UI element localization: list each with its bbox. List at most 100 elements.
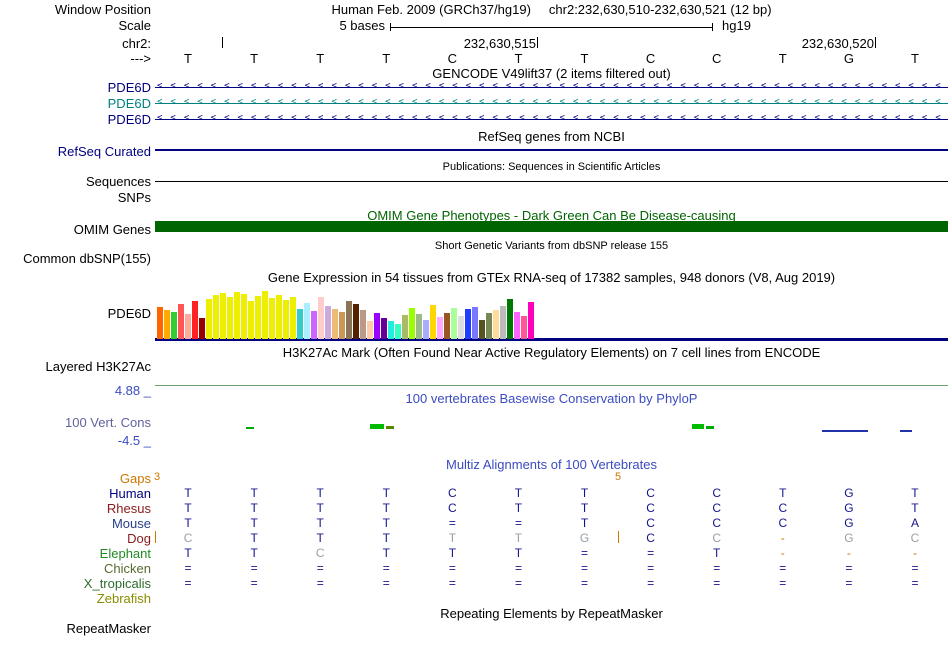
omim-gene-bar[interactable]	[155, 221, 948, 232]
refseq-curated-label[interactable]: RefSeq Curated	[57, 144, 151, 159]
species-label-rhesus[interactable]: Rhesus	[106, 501, 151, 516]
gtex-bar	[472, 307, 478, 339]
species-label-mouse[interactable]: Mouse	[111, 516, 151, 531]
ruler-base: T	[382, 51, 391, 66]
alignment-cell: T	[514, 531, 523, 545]
alignment-cell: G	[844, 486, 854, 500]
alignment-cell: =	[514, 516, 522, 530]
conservation-track-title: 100 vertebrates Basewise Conservation by…	[405, 391, 698, 406]
gtex-bar	[430, 305, 436, 339]
layered-h3k27ac-label[interactable]: Layered H3K27Ac	[45, 359, 151, 374]
alignment-cell: G	[579, 531, 590, 545]
alignment-cell: A	[910, 516, 919, 530]
strand-arrows-icon: <<<<<<<<<<<<<<<<<<<<<<<<<<<<<<<<<<<<<<<<…	[157, 97, 948, 107]
transcript-row[interactable]: <<<<<<<<<<<<<<<<<<<<<<<<<<<<<<<<<<<<<<<<…	[155, 80, 948, 94]
alignment-cell: T	[779, 486, 787, 500]
gtex-bar	[423, 320, 429, 339]
gtex-gene-label[interactable]: PDE6D	[107, 306, 151, 321]
coordinate-right: 232,630,520	[801, 36, 874, 51]
alignment-cell: C	[712, 531, 722, 545]
ruler-base: T	[316, 51, 325, 66]
gtex-bar	[248, 301, 254, 339]
conservation-min-value: -4.5 _	[117, 433, 151, 448]
alignment-cell: =	[713, 576, 721, 590]
alignment-cell: C	[778, 501, 788, 515]
alignment-cell: C	[712, 501, 722, 515]
gtex-bar	[283, 300, 289, 339]
ruler-base: C	[447, 51, 458, 66]
ruler-base: T	[184, 51, 192, 66]
alignment-cell: G	[844, 516, 854, 530]
species-label-zebrafish[interactable]: Zebrafish	[96, 591, 151, 606]
transcript-row[interactable]: <<<<<<<<<<<<<<<<<<<<<<<<<<<<<<<<<<<<<<<<…	[155, 112, 948, 126]
transcript-label[interactable]: PDE6D	[107, 112, 151, 127]
alignment-cell: C	[910, 531, 920, 545]
gtex-bar	[493, 310, 499, 339]
transcript-row[interactable]: <<<<<<<<<<<<<<<<<<<<<<<<<<<<<<<<<<<<<<<<…	[155, 96, 948, 110]
species-label-x_tropicalis[interactable]: X_tropicalis	[83, 576, 151, 591]
omim-genes-label[interactable]: OMIM Genes	[73, 222, 151, 237]
gtex-bar	[227, 297, 233, 339]
alignment-cell: C	[315, 546, 325, 560]
alignment-cell: T	[184, 501, 192, 515]
dbsnp-track-title: Short Genetic Variants from dbSNP releas…	[434, 240, 669, 252]
alignment-cell: T	[911, 486, 919, 500]
alignment-cell: C	[646, 486, 655, 500]
conservation-mark	[822, 430, 868, 432]
alignment-cell: =	[845, 561, 853, 575]
sequences-label[interactable]: Sequences	[85, 174, 151, 189]
species-label-chicken[interactable]: Chicken	[104, 561, 151, 576]
repeatmasker-track-title: Repeating Elements by RepeatMasker	[440, 606, 663, 621]
alignment-cell: =	[647, 576, 655, 590]
gtex-bar	[514, 312, 520, 339]
gencode-track-title: GENCODE V49lift37 (2 items filtered out)	[432, 66, 671, 81]
gtex-baseline[interactable]	[155, 338, 948, 341]
alignment-cell: T	[250, 486, 258, 500]
common-dbsnp-label[interactable]: Common dbSNP(155)	[23, 251, 151, 266]
scale-bar	[390, 27, 713, 28]
gtex-bar	[416, 314, 422, 339]
h3k27ac-track-title: H3K27Ac Mark (Often Found Near Active Re…	[282, 345, 821, 360]
gtex-bar	[178, 304, 184, 339]
ruler-base: T	[250, 51, 259, 66]
species-label-human[interactable]: Human	[109, 486, 151, 501]
alignment-cell: =	[713, 561, 721, 575]
alignment-cell: =	[581, 576, 589, 590]
alignment-cell: =	[448, 576, 456, 590]
transcript-label[interactable]: PDE6D	[107, 96, 151, 111]
alignment-cell: C	[183, 531, 193, 545]
alignment-cell: T	[382, 486, 390, 500]
sequences-item-line[interactable]	[155, 181, 948, 182]
window-position-label: Window Position	[54, 2, 151, 17]
alignment-cell: -	[912, 546, 917, 560]
transcript-label[interactable]: PDE6D	[107, 80, 151, 95]
alignment-cell: T	[250, 546, 258, 560]
species-label-dog[interactable]: Dog	[127, 531, 151, 546]
alignment-cell: T	[580, 516, 589, 530]
vert-cons-label[interactable]: 100 Vert. Cons	[65, 415, 151, 430]
conservation-mark	[900, 430, 912, 432]
repeatmasker-label[interactable]: RepeatMasker	[66, 621, 151, 636]
alignment-cell: =	[250, 561, 258, 575]
conservation-max-value: 4.88 _	[114, 383, 151, 398]
alignment-cell: T	[713, 546, 721, 560]
gtex-bar	[199, 318, 205, 339]
conservation-mark	[692, 424, 704, 429]
refseq-gene-line[interactable]	[155, 149, 948, 151]
snps-label[interactable]: SNPs	[117, 190, 151, 205]
alignment-cell: =	[581, 546, 589, 560]
alignment-cell: T	[250, 516, 258, 530]
insert-tick	[618, 531, 619, 543]
alignment-cell: T	[448, 531, 457, 545]
gtex-bar	[388, 321, 394, 339]
gtex-bar	[297, 309, 303, 339]
h3k27ac-baseline[interactable]	[155, 385, 948, 386]
gtex-bar	[458, 316, 464, 339]
alignment-cell: =	[184, 576, 192, 590]
alignment-cell: =	[316, 576, 324, 590]
species-label-elephant[interactable]: Elephant	[99, 546, 151, 561]
alignment-cell: T	[382, 501, 390, 515]
alignment-cell: T	[250, 531, 258, 545]
gtex-bar	[346, 301, 352, 339]
